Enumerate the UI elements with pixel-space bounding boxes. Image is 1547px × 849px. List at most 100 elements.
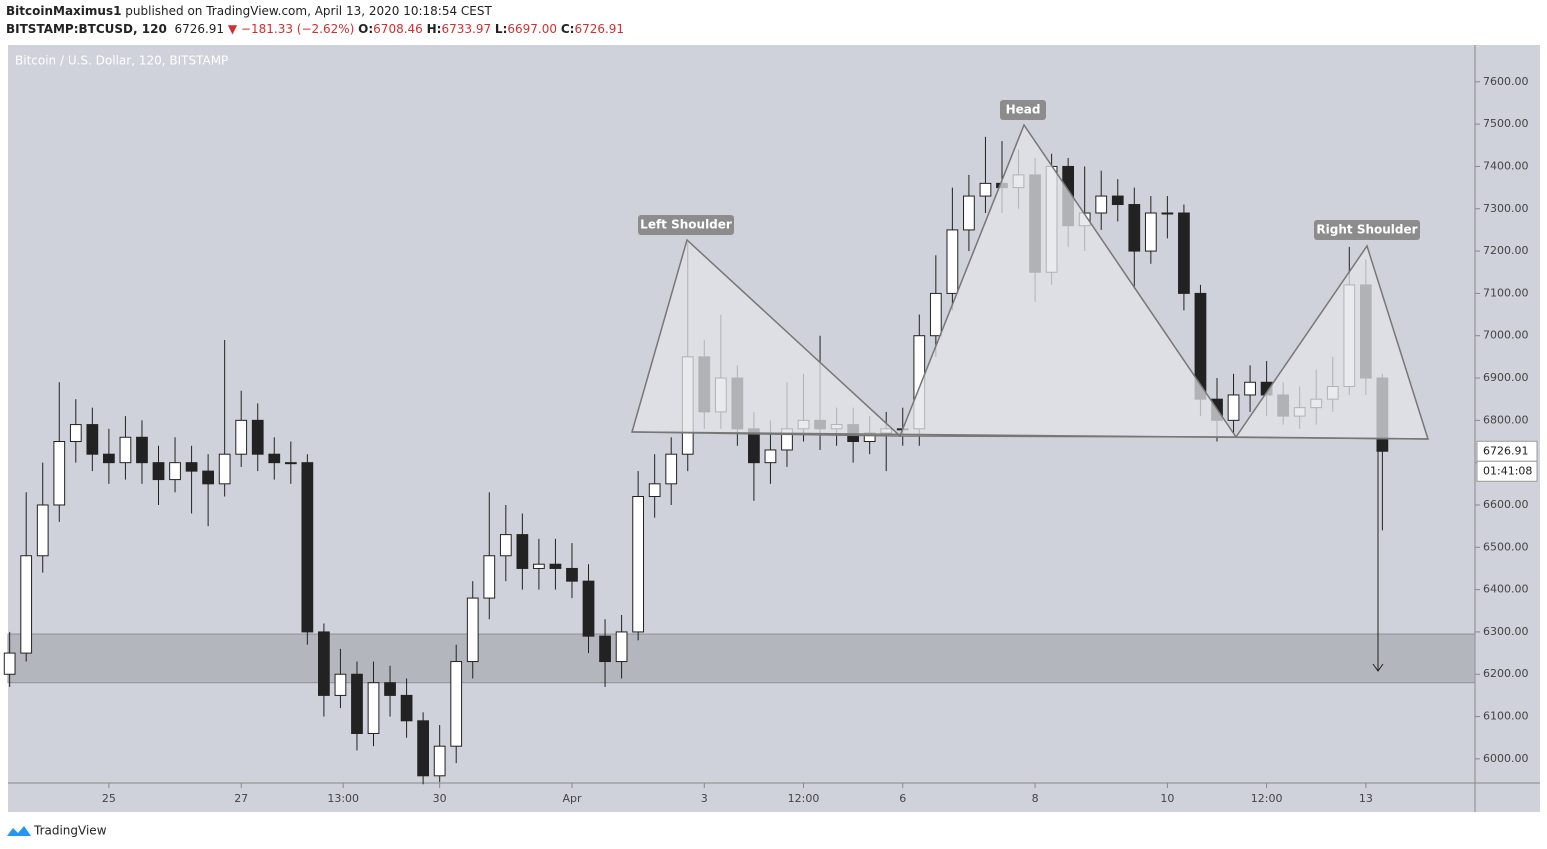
candle-body (351, 673, 363, 734)
candle-body (1128, 204, 1141, 252)
candle-body (582, 580, 595, 637)
x-tick-label: Apr (562, 792, 582, 805)
candle-body (963, 195, 975, 231)
last-price: 6726.91 (1483, 444, 1529, 457)
candle-body (615, 631, 628, 663)
candle-body (764, 449, 777, 464)
author: BitcoinMaximus1 (6, 4, 122, 18)
candle-body (334, 673, 347, 696)
candle-body (1178, 212, 1190, 294)
candle-body (533, 563, 545, 569)
l-label: L: (494, 22, 508, 36)
x-tick-label: 12:00 (1251, 792, 1283, 805)
support-zone (7, 633, 1476, 684)
arrow-head (1372, 663, 1384, 672)
candle-body (433, 745, 446, 777)
candle-body (450, 661, 463, 747)
annotation: Head (1006, 103, 1041, 117)
candle-body (499, 534, 512, 557)
y-tick-label: 6900.00 (1483, 371, 1529, 384)
x-tick-label: 8 (1032, 792, 1039, 805)
candle-body (400, 694, 413, 722)
candle-body (20, 555, 33, 654)
x-tick-label: 13 (1359, 792, 1373, 805)
candle-body (979, 182, 992, 197)
y-tick-label: 7500.00 (1483, 117, 1529, 130)
candle-body (152, 462, 165, 481)
y-tick-label: 7400.00 (1483, 159, 1529, 172)
candle-body (466, 597, 479, 663)
label-box (1314, 220, 1420, 240)
pattern: Left Shoulder Head Right Shoulder (631, 100, 1430, 672)
y-tick-label: 7200.00 (1483, 244, 1529, 257)
candle-body (185, 462, 198, 472)
candle-body (318, 631, 330, 696)
candle-body (1161, 212, 1174, 215)
candle-body (549, 563, 562, 569)
candle-body (1111, 195, 1124, 206)
candle-body (36, 504, 49, 557)
countdown-box (1476, 460, 1538, 482)
brand-logo (7, 826, 31, 836)
label-box (1000, 100, 1046, 120)
legend: Bitcoin / U.S. Dollar, 120, BITSTAMP (15, 54, 228, 68)
candle-body (284, 462, 297, 465)
candle-body (483, 555, 496, 599)
candle-body (566, 567, 578, 582)
symbol-line: BITSTAMP:BTCUSD, 120 6726.91 ▼ −181.33 (… (6, 22, 624, 36)
published: published on TradingView.com, April 13, … (125, 4, 492, 18)
x-tick-label: 13:00 (327, 792, 359, 805)
candle-body (169, 462, 181, 481)
candle-body (235, 419, 248, 455)
neckline (631, 431, 1429, 440)
publish-line: BitcoinMaximus1 published on TradingView… (6, 4, 492, 18)
y-tick-label: 6800.00 (1483, 413, 1529, 426)
annotation: Left Shoulder (640, 218, 732, 232)
candle-body (417, 720, 430, 777)
c-value: 6726.91 (574, 22, 625, 36)
y-tick-label: 7600.00 (1483, 75, 1529, 88)
candle-body (218, 453, 231, 485)
annotation: Right Shoulder (1316, 223, 1417, 237)
candle-body (632, 496, 645, 633)
candle-body (69, 424, 82, 443)
label-box (638, 215, 734, 235)
candle-body (103, 453, 115, 464)
left-shoulder-shape (631, 238, 902, 437)
candle-body (119, 436, 132, 464)
y-tick-label: 7000.00 (1483, 329, 1529, 342)
candle-body (251, 419, 264, 455)
y-tick-label: 6400.00 (1483, 583, 1529, 596)
c-label: C: (560, 22, 575, 36)
y-tick-label: 6200.00 (1483, 667, 1529, 680)
y-tick-label: 6300.00 (1483, 625, 1529, 638)
y-tick-label: 6500.00 (1483, 540, 1529, 553)
x-tick-label: 3 (701, 792, 708, 805)
x-tick-label: 6 (899, 792, 906, 805)
y-tick-label: 6100.00 (1483, 710, 1529, 723)
candle-body (268, 453, 281, 464)
candle-body (384, 682, 396, 696)
h-value: 6733.97 (441, 22, 492, 36)
candle-body (367, 682, 380, 734)
candle-body (1227, 394, 1240, 421)
candle-body (202, 470, 214, 485)
candle-body (1144, 212, 1157, 252)
candle-body (516, 534, 529, 569)
o-label: O: (358, 22, 374, 36)
y-tick-label: 6000.00 (1483, 752, 1529, 765)
candle-body (1244, 381, 1256, 396)
o-value: 6708.46 (373, 22, 423, 36)
candle-body (86, 424, 99, 455)
y-tick-label: 7300.00 (1483, 202, 1529, 215)
brand: TradingView (33, 824, 107, 838)
candle-body (3, 652, 16, 675)
candle-body (136, 436, 148, 464)
y-tick-label: 6600.00 (1483, 498, 1529, 511)
candle-body (665, 453, 678, 485)
x-tick-label: 25 (102, 792, 116, 805)
x-tick-label: 27 (234, 792, 248, 805)
candle-body (599, 635, 611, 663)
